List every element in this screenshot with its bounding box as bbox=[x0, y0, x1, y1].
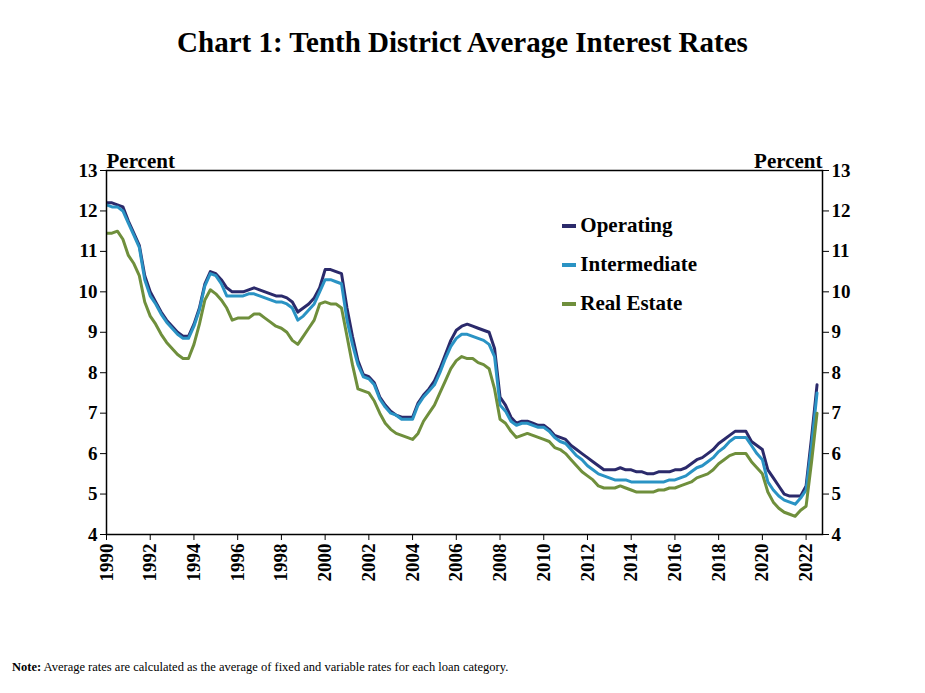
svg-text:2010: 2010 bbox=[533, 544, 554, 582]
svg-text:2012: 2012 bbox=[577, 544, 598, 582]
svg-text:2000: 2000 bbox=[314, 544, 335, 582]
svg-text:13: 13 bbox=[79, 160, 98, 181]
svg-text:Percent: Percent bbox=[754, 149, 822, 173]
svg-text:1998: 1998 bbox=[270, 544, 291, 582]
svg-text:2020: 2020 bbox=[751, 544, 772, 582]
svg-text:6: 6 bbox=[832, 443, 842, 464]
svg-text:2008: 2008 bbox=[489, 544, 510, 582]
html-text:Real Estate: Real Estate bbox=[580, 291, 683, 315]
html-text:Chart 1: Tenth District Averag: Chart 1: Tenth District Average Interest… bbox=[177, 26, 748, 58]
svg-text:2022: 2022 bbox=[795, 544, 816, 582]
svg-text:5: 5 bbox=[88, 483, 98, 504]
svg-text:11: 11 bbox=[832, 240, 850, 261]
html-text:Note: Average rates are calcul: Note: Average rates are calculated as th… bbox=[12, 660, 509, 674]
svg-text:12: 12 bbox=[79, 200, 98, 221]
svg-text:2006: 2006 bbox=[445, 544, 466, 582]
svg-text:10: 10 bbox=[832, 281, 851, 302]
svg-text:4: 4 bbox=[88, 524, 98, 545]
svg-text:2014: 2014 bbox=[620, 543, 641, 582]
svg-text:13: 13 bbox=[832, 160, 851, 181]
svg-text:2016: 2016 bbox=[664, 544, 685, 582]
svg-text:6: 6 bbox=[88, 443, 98, 464]
svg-text:4: 4 bbox=[832, 524, 842, 545]
svg-text:8: 8 bbox=[88, 362, 98, 383]
svg-text:5: 5 bbox=[832, 483, 842, 504]
svg-text:11: 11 bbox=[80, 240, 98, 261]
svg-text:Percent: Percent bbox=[107, 149, 175, 173]
svg-text:9: 9 bbox=[88, 321, 98, 342]
svg-text:1990: 1990 bbox=[96, 544, 117, 582]
svg-text:1992: 1992 bbox=[139, 544, 160, 582]
html-text:Intermediate: Intermediate bbox=[580, 252, 697, 276]
svg-text:9: 9 bbox=[832, 321, 842, 342]
svg-text:8: 8 bbox=[832, 362, 842, 383]
svg-text:10: 10 bbox=[79, 281, 98, 302]
html-text:Operating: Operating bbox=[580, 213, 673, 237]
svg-text:2018: 2018 bbox=[708, 544, 729, 582]
svg-text:2002: 2002 bbox=[358, 544, 379, 582]
svg-text:1994: 1994 bbox=[183, 543, 204, 582]
svg-text:12: 12 bbox=[832, 200, 851, 221]
svg-text:7: 7 bbox=[832, 402, 842, 423]
svg-text:2004: 2004 bbox=[402, 543, 423, 582]
svg-text:1996: 1996 bbox=[227, 544, 248, 582]
svg-text:7: 7 bbox=[88, 402, 98, 423]
